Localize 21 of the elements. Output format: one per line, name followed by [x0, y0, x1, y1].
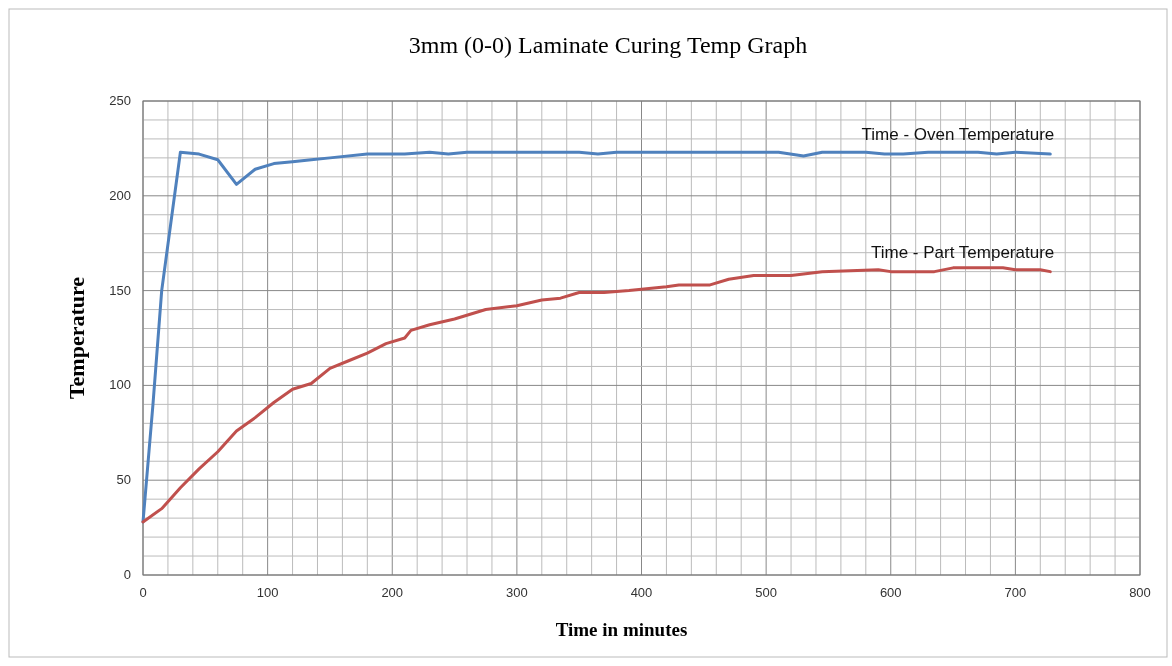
line-series — [141, 266, 1052, 524]
y-axis-title: Temperature — [64, 276, 89, 400]
x-tick-label: 600 — [879, 585, 902, 600]
x-tick-label: 800 — [1129, 585, 1151, 600]
y-tick-label: 50 — [116, 472, 131, 488]
x-tick-label: 0 — [139, 585, 147, 600]
x-tick-label: 300 — [506, 585, 528, 600]
x-tick-label: 700 — [1004, 585, 1027, 600]
x-axis-title: Time in minutes — [555, 619, 688, 640]
series-label: Time - Part Temperature — [870, 242, 1055, 262]
x-tick-label: 500 — [755, 585, 777, 600]
series-label: Time - Oven Temperature — [861, 125, 1055, 145]
x-tick-label: 100 — [256, 585, 279, 600]
chart-title: 3mm (0-0) Laminate Curing Temp Graph — [408, 32, 808, 58]
x-tick-label: 400 — [630, 585, 653, 600]
y-tick-label: 0 — [123, 567, 131, 582]
y-tick-label: 150 — [109, 282, 131, 298]
x-tick-label: 200 — [381, 585, 404, 600]
y-tick-label: 250 — [109, 93, 131, 108]
y-tick-label: 100 — [109, 377, 131, 393]
y-tick-label: 200 — [109, 187, 131, 203]
